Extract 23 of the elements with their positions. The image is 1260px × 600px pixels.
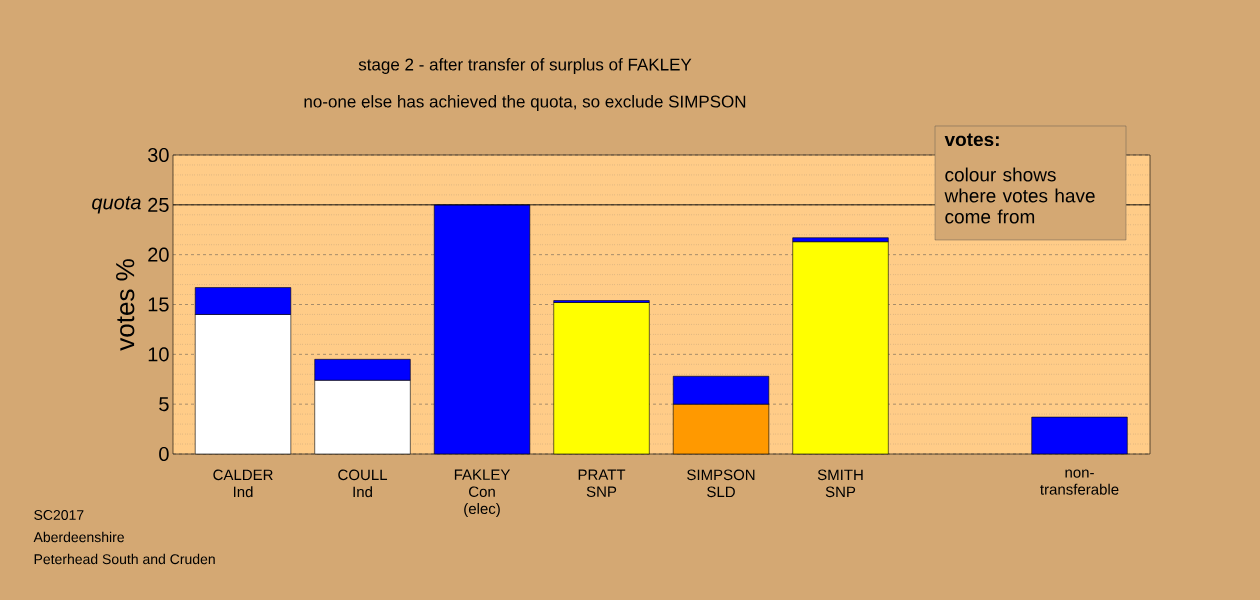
chart-subtitle: no-one else has achieved the quota, so exclude SIMPSON — [304, 95, 746, 111]
x-tick-label: COULL Ind — [338, 469, 388, 498]
x-tick-label: CALDER Ind — [213, 469, 273, 498]
text: Aberdeenshire — [33, 531, 124, 543]
y-tick-label: 30 — [147, 147, 169, 163]
text: votes: — [944, 133, 999, 147]
text: SC2017 — [34, 510, 84, 520]
text: Peterhead South and Cruden — [34, 553, 215, 565]
y-tick-label: 10 — [148, 347, 169, 362]
y-tick-label: 25 — [148, 197, 169, 212]
y-axis-title: votes % — [116, 259, 135, 351]
y-tick-label: 5 — [159, 397, 169, 412]
annotation: colour shows where votes have come from — [944, 167, 1095, 224]
x-tick-label: PRATT SNP — [578, 469, 626, 497]
x-tick-label: FAKLEY Con (elec) — [454, 469, 511, 517]
chart-title: stage 2 - after transfer of surplus of FAKLEY — [358, 58, 692, 74]
y-tick-label: 0 — [159, 446, 169, 462]
y-tick-label: 15 — [148, 297, 169, 312]
ref-line-label: quota — [92, 196, 141, 214]
x-tick-label: SMITH SNP — [817, 469, 863, 498]
y-tick-label: 20 — [148, 247, 169, 262]
x-tick-label: non- transferable — [1040, 469, 1119, 495]
x-tick-label: SIMPSON SLD — [687, 469, 755, 498]
